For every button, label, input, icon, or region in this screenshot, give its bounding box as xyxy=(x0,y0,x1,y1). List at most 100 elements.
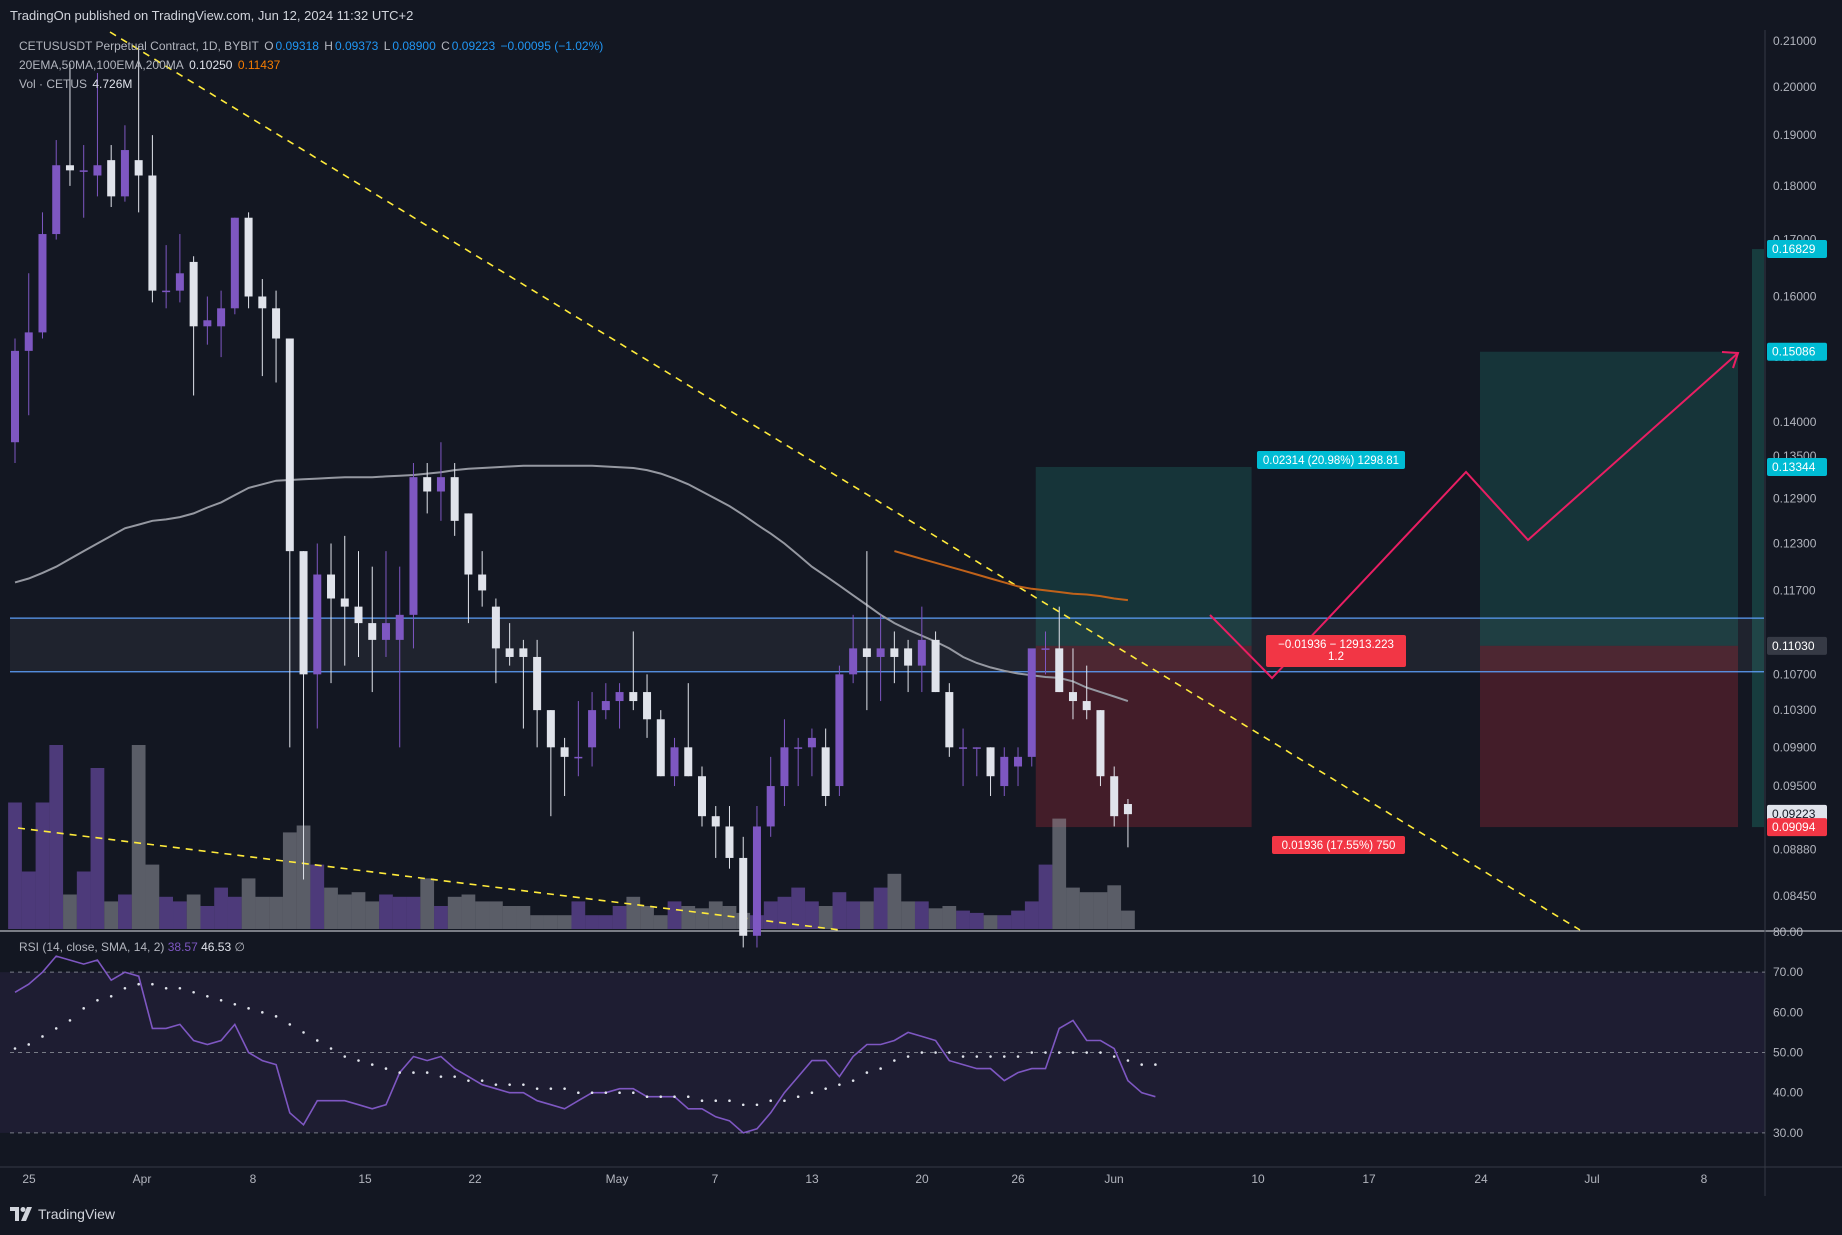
candle-body xyxy=(629,692,638,702)
rsi-sma-dot xyxy=(645,1095,649,1099)
rsi-legend[interactable]: RSI (14, close, SMA, 14, 2) 38.57 46.53 … xyxy=(19,940,245,954)
price-badge xyxy=(1767,818,1827,837)
volume-bar xyxy=(557,915,572,929)
rsi-sma-dot xyxy=(480,1079,484,1082)
rsi-sma-dot xyxy=(192,990,195,994)
volume-bar xyxy=(90,768,105,929)
candle-body xyxy=(1068,692,1077,702)
volume-bar xyxy=(1024,901,1039,929)
volume-bar xyxy=(722,906,737,929)
volume-bar xyxy=(173,901,187,929)
time-tick: May xyxy=(606,1172,629,1186)
time-tick: 17 xyxy=(1362,1172,1376,1186)
candle-body xyxy=(354,606,363,624)
candle-body xyxy=(904,648,913,666)
volume-bar xyxy=(1107,885,1122,929)
rsi-sma-dot xyxy=(1016,1055,1020,1058)
candle-body xyxy=(327,574,336,599)
candle-body xyxy=(272,308,281,339)
rsi-sma-dot xyxy=(1044,1051,1047,1054)
volume-bar xyxy=(502,906,517,929)
volume-bar xyxy=(543,915,558,929)
position-edge-bar xyxy=(1752,249,1764,828)
volume-bar xyxy=(626,896,641,929)
time-tick: 22 xyxy=(468,1172,482,1186)
candle-body xyxy=(876,648,885,657)
candle-body xyxy=(752,826,761,936)
volume-bar xyxy=(1038,864,1053,929)
candle-body xyxy=(794,747,803,749)
volume-bar xyxy=(832,892,847,929)
svg-text:1.2: 1.2 xyxy=(1328,651,1344,663)
rsi-sma-dot xyxy=(590,1091,594,1094)
rsi-sma-dot xyxy=(838,1083,841,1086)
rsi-sma-dot xyxy=(673,1095,676,1099)
candle-body xyxy=(1014,756,1023,767)
rsi-sma-dot xyxy=(1071,1051,1075,1054)
rsi-sma-dot xyxy=(604,1091,608,1094)
time-tick: 26 xyxy=(1011,1172,1025,1186)
volume-bar xyxy=(63,894,77,929)
candle-body xyxy=(684,747,693,777)
candle-body xyxy=(217,308,226,327)
volume-bar xyxy=(131,745,146,929)
volume-bar xyxy=(598,915,613,929)
candle-body xyxy=(766,786,775,827)
volume-bar xyxy=(956,910,970,929)
rsi-pane xyxy=(0,932,1765,1165)
change-value: −0.00095 (−1.02%) xyxy=(500,39,604,53)
rsi-sma-dot xyxy=(425,1071,429,1074)
time-tick: 8 xyxy=(1701,1172,1708,1186)
candle-body xyxy=(230,217,239,309)
candle-body xyxy=(1123,804,1132,815)
rsi-sma-dot xyxy=(329,1047,333,1050)
rsi-sma-dot xyxy=(96,998,99,1002)
publish-info: TradingOn published on TradingView.com, … xyxy=(10,8,414,23)
volume-bar xyxy=(571,901,586,929)
volume-bar xyxy=(489,901,503,929)
time-tick: 15 xyxy=(358,1172,372,1186)
candle-body xyxy=(79,170,88,172)
volume-bar xyxy=(873,887,888,929)
candle-body xyxy=(299,551,308,675)
volume-bar xyxy=(818,906,833,929)
rsi-sma-dot xyxy=(13,1047,17,1050)
volume-legend[interactable]: Vol · CETUS 4.726M xyxy=(19,77,134,91)
volume-bar xyxy=(846,901,861,929)
rsi-sma-dot xyxy=(41,1035,44,1038)
rsi-sma-dot xyxy=(357,1059,360,1062)
symbol-name[interactable]: CETUSUSDT Perpetual Contract, 1D, BYBIT xyxy=(19,39,259,53)
rsi-sma-dot xyxy=(851,1079,855,1082)
projected-path xyxy=(1209,352,1739,680)
volume-bar xyxy=(1011,910,1025,929)
rsi-sma-dot xyxy=(577,1091,580,1094)
volume-bar xyxy=(241,878,256,929)
rsi-sma-dot xyxy=(219,998,223,1002)
volume-bar xyxy=(475,901,490,929)
ema-legend[interactable]: 20EMA,50MA,100EMA,200MA 0.10250 0.11437 xyxy=(19,58,282,72)
rsi-sma-dot xyxy=(1099,1051,1102,1054)
volume-bar xyxy=(269,896,283,929)
time-tick: 8 xyxy=(250,1172,257,1186)
rsi-sma-dot xyxy=(1085,1051,1089,1054)
volume-bar xyxy=(901,901,915,929)
time-tick: 10 xyxy=(1251,1172,1265,1186)
volume-bar xyxy=(1093,892,1108,929)
rsi-sma-dot xyxy=(893,1059,896,1062)
candle-body xyxy=(711,816,720,827)
candle-body xyxy=(162,290,171,293)
rsi-line xyxy=(14,955,1156,1134)
rsi-sma-dot xyxy=(948,1051,951,1054)
candle-body xyxy=(258,296,267,309)
rsi-sma-dot xyxy=(741,1103,745,1107)
rsi-sma-dot xyxy=(343,1055,347,1058)
low-label: L xyxy=(383,39,391,53)
candle-body xyxy=(38,234,47,333)
close-label: C xyxy=(441,39,450,53)
rsi-sma-dot xyxy=(989,1055,992,1058)
rsi-value: 38.57 xyxy=(167,940,198,954)
candle-body xyxy=(436,477,445,492)
candle-body xyxy=(656,719,665,777)
volume-bar xyxy=(695,908,709,929)
